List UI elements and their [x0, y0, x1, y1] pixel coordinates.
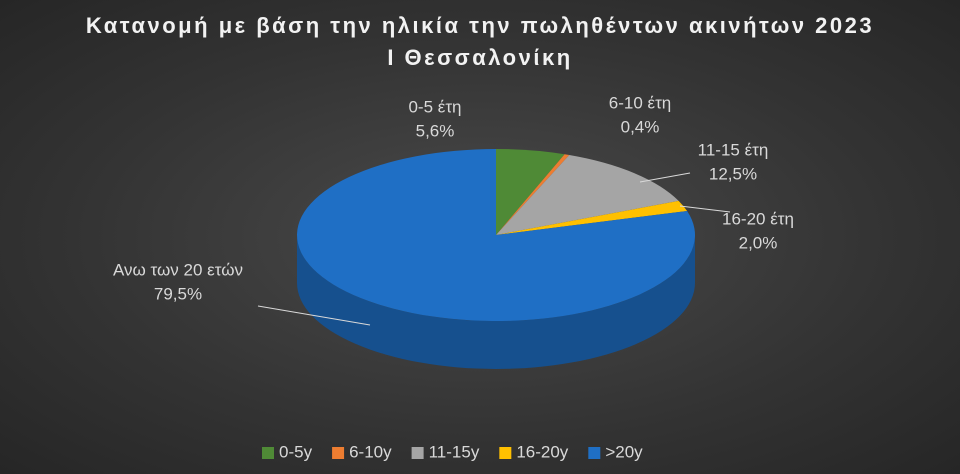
legend-swatch: [262, 447, 274, 459]
slice: [296, 149, 696, 322]
data-label: 11-15 έτη 12,5%: [698, 140, 769, 183]
legend-label: 16-20y: [516, 442, 568, 461]
data-label-value: 79,5%: [154, 284, 202, 303]
slice: [496, 149, 565, 235]
leader-line: [639, 172, 691, 183]
data-label-name: 0-5 έτη: [408, 97, 461, 116]
legend-label: >20y: [605, 442, 643, 461]
data-label-value: 2,0%: [739, 233, 778, 252]
data-label: Ανω των 20 ετών 79,5%: [113, 260, 243, 303]
data-label: 16-20 έτη 2,0%: [722, 209, 794, 252]
legend-label: 11-15y: [429, 442, 480, 461]
slice: [496, 200, 688, 235]
data-label-name: Ανω των 20 ετών: [113, 260, 243, 279]
leader-line: [257, 305, 371, 326]
data-label-value: 5,6%: [416, 121, 455, 140]
leader-line: [679, 205, 731, 213]
slice: [496, 155, 679, 235]
legend-swatch: [332, 447, 345, 459]
legend-swatch: [499, 447, 512, 459]
data-label: 0-5 έτη 5,6%: [408, 97, 461, 140]
data-label-name: 11-15 έτη: [698, 140, 769, 159]
data-label: 6-10 έτη 0,4%: [609, 93, 672, 136]
legend-label: 0-5y: [279, 442, 313, 461]
data-label-value: 0,4%: [621, 117, 660, 136]
slice-side: [297, 235, 695, 369]
legend-swatch: [588, 447, 601, 459]
data-label-name: 16-20 έτη: [722, 209, 794, 228]
data-label-name: 6-10 έτη: [609, 93, 672, 112]
legend-swatch: [411, 447, 424, 459]
chart-title: Κατανομή με βάση την ηλικία την πωληθέντ…: [85, 13, 875, 70]
slice: [496, 154, 570, 235]
legend-label: 6-10y: [349, 442, 392, 461]
data-label-value: 12,5%: [709, 164, 757, 183]
